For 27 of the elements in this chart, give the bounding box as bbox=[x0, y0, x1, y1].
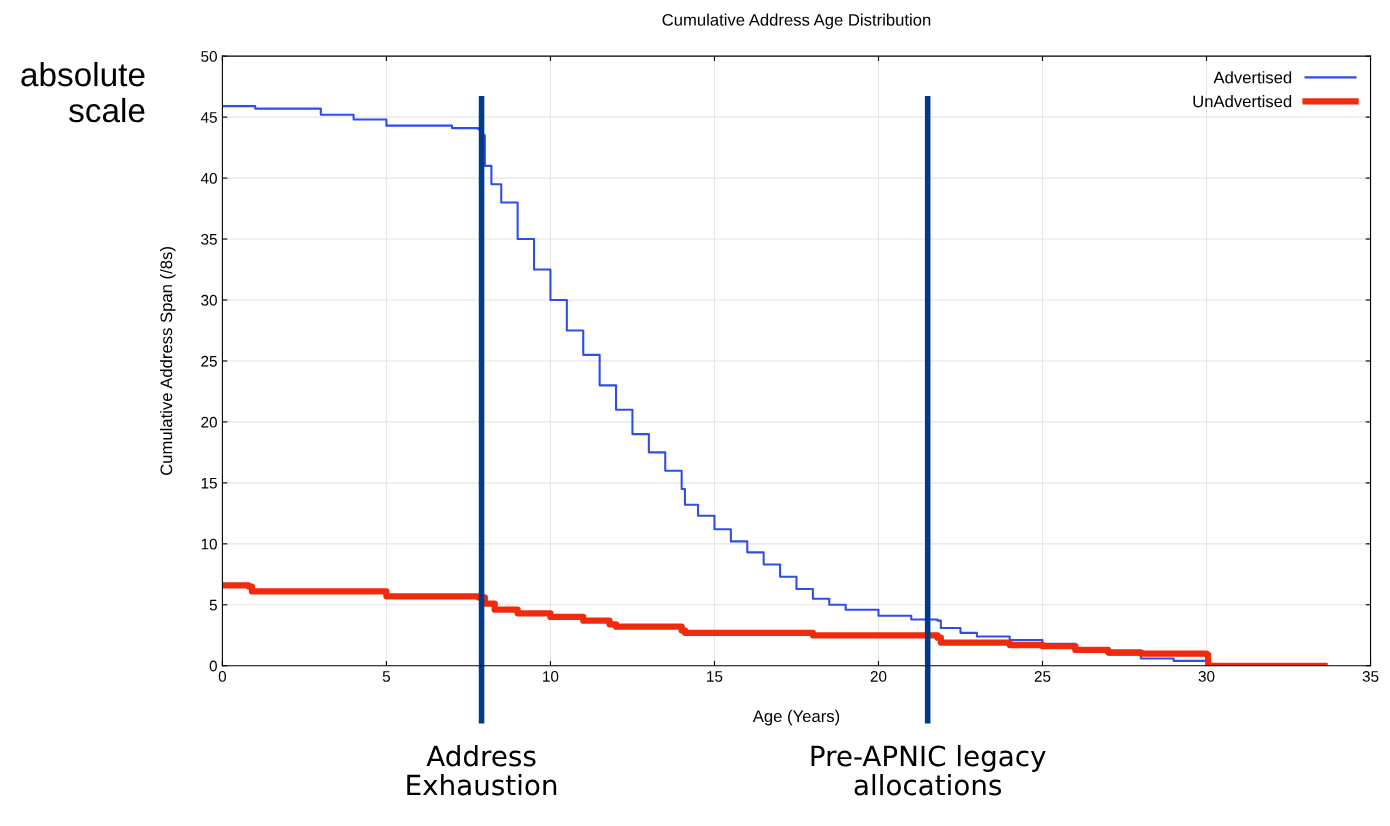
x-tick-label: 5 bbox=[382, 671, 391, 682]
x-tick-label: 25 bbox=[1034, 671, 1051, 682]
y-tick-label: 40 bbox=[200, 172, 217, 184]
legend-label: Advertised bbox=[1213, 71, 1292, 84]
text: absolute scale bbox=[21, 61, 145, 123]
legend-label: UnAdvertised bbox=[1193, 95, 1292, 108]
y-tick-label: 10 bbox=[201, 538, 217, 550]
ref-line-label: Address Exhaustion bbox=[407, 745, 557, 796]
x-tick-label: 35 bbox=[1362, 671, 1379, 682]
y-tick-label: 45 bbox=[200, 112, 217, 123]
y-tick-label: 35 bbox=[201, 233, 217, 245]
y-tick-label: 0 bbox=[209, 660, 217, 672]
x-tick-label: 20 bbox=[870, 671, 887, 682]
y-axis-title: Cumulative Address Span (/8s) bbox=[160, 247, 176, 475]
x-tick-label: 15 bbox=[707, 671, 723, 682]
x-tick-label: 30 bbox=[1198, 671, 1215, 682]
y-tick-label: 50 bbox=[201, 51, 217, 62]
y-tick-label: 15 bbox=[201, 477, 217, 489]
x-tick-label: 10 bbox=[543, 671, 559, 682]
x-axis-title: Age (Years) bbox=[752, 709, 840, 726]
y-tick-label: 5 bbox=[209, 599, 217, 611]
chart-title: Cumulative Address Age Distribution bbox=[662, 13, 931, 30]
ref-line-label: Pre-APNIC legacy allocations bbox=[811, 745, 1046, 796]
y-tick-label: 20 bbox=[201, 416, 217, 428]
y-tick-label: 30 bbox=[201, 294, 217, 306]
y-tick-label: 25 bbox=[201, 355, 217, 367]
x-tick-label: 0 bbox=[218, 671, 227, 682]
